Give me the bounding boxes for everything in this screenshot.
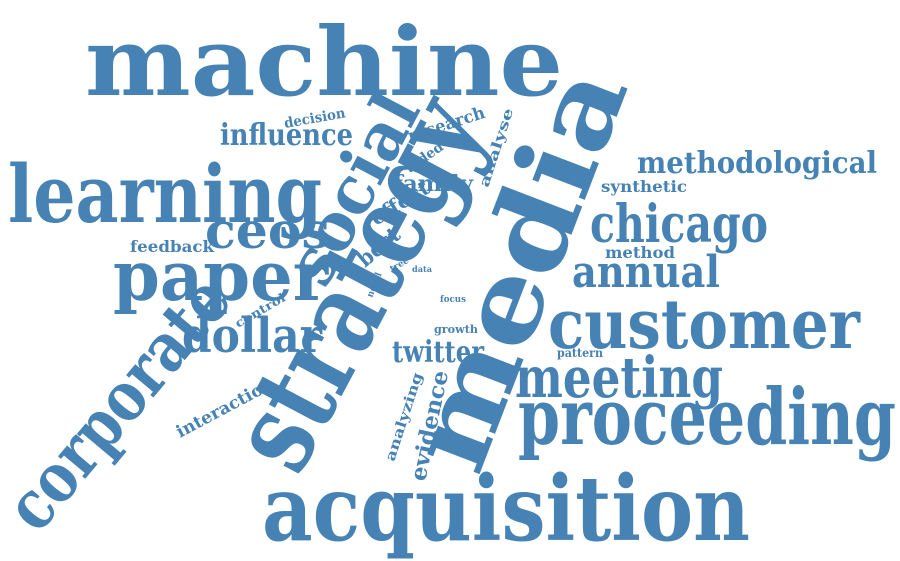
word-family: family <box>393 171 474 197</box>
word-meeting: meeting <box>515 345 723 411</box>
word-annual: annual <box>572 247 720 298</box>
word-ceos: ceos <box>205 201 330 260</box>
word-method: method <box>605 243 675 262</box>
word-data: data <box>412 264 432 274</box>
word-acquisition: acquisition <box>262 456 750 561</box>
word-customer: customer <box>548 285 861 365</box>
word-pattern: pattern <box>557 346 603 360</box>
word-learning: learning <box>8 147 322 241</box>
word-feedback: feedback <box>130 237 215 256</box>
word-twitter: twitter <box>392 335 485 370</box>
word-machine: machine <box>85 7 563 118</box>
word-focus: focus <box>440 295 466 305</box>
word-dollar: dollar <box>182 308 323 364</box>
word-paper: paper <box>113 237 329 317</box>
word-influence: influence <box>220 118 353 153</box>
word-chicago: chicago <box>590 194 768 255</box>
word-growth: growth <box>434 323 478 336</box>
word-proceeding: proceeding <box>518 372 896 463</box>
word-synthetic: synthetic <box>601 177 687 196</box>
word-methodological: methodological <box>637 146 877 181</box>
